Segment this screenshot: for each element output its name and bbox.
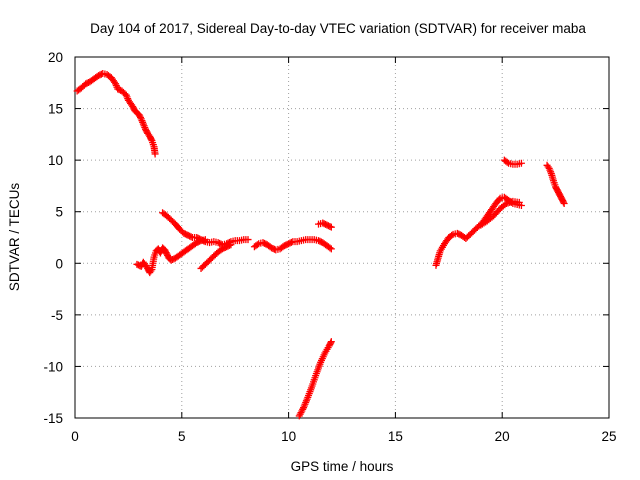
- data-point: [327, 223, 335, 231]
- x-tick-label: 20: [495, 429, 510, 444]
- data-point: [326, 244, 334, 252]
- data-point: [244, 236, 252, 244]
- plot-frame: [74, 56, 610, 419]
- data-point: [187, 233, 195, 241]
- data-point: [515, 198, 523, 206]
- y-tick-label: -10: [43, 359, 63, 374]
- y-tick-label: 5: [55, 205, 63, 220]
- data-point: [326, 222, 334, 230]
- data-point: [559, 198, 567, 206]
- data-point: [287, 238, 295, 246]
- y-tick-label: -5: [51, 308, 63, 323]
- x-tick-label: 25: [601, 429, 616, 444]
- data-point: [327, 245, 335, 253]
- data-point: [147, 267, 155, 275]
- data-point: [226, 241, 234, 249]
- x-tick-label: 10: [281, 429, 296, 444]
- y-tick-label: -15: [43, 411, 63, 426]
- y-tick-label: 20: [48, 50, 63, 65]
- data-point: [137, 114, 145, 122]
- data-point: [327, 338, 335, 346]
- data-point: [227, 241, 235, 249]
- x-axis-label: GPS time / hours: [291, 459, 394, 474]
- data-point: [560, 199, 568, 207]
- gridlines: [75, 57, 609, 418]
- data-point: [253, 241, 261, 249]
- data-point: [327, 339, 335, 347]
- data-point: [147, 135, 155, 143]
- y-axis-label: SDTVAR / TECUs: [7, 183, 22, 292]
- chart-title: Day 104 of 2017, Sidereal Day-to-day VTE…: [90, 21, 586, 36]
- data-marks: [73, 70, 568, 420]
- x-tick-label: 15: [388, 429, 403, 444]
- data-point: [200, 237, 208, 245]
- axis-ticks: 0 5 10 15 20 25 -15 -10 -5 0 5 10 15 20: [43, 50, 616, 444]
- x-tick-label: 5: [178, 429, 186, 444]
- data-point: [517, 159, 525, 167]
- y-tick-label: 15: [48, 102, 63, 117]
- data-point: [299, 405, 307, 413]
- data-point: [151, 150, 159, 158]
- data-point: [503, 158, 511, 166]
- y-tick-label: 0: [55, 256, 63, 271]
- data-point: [448, 231, 456, 239]
- x-tick-label: 0: [71, 429, 79, 444]
- y-tick-label: 10: [48, 153, 63, 168]
